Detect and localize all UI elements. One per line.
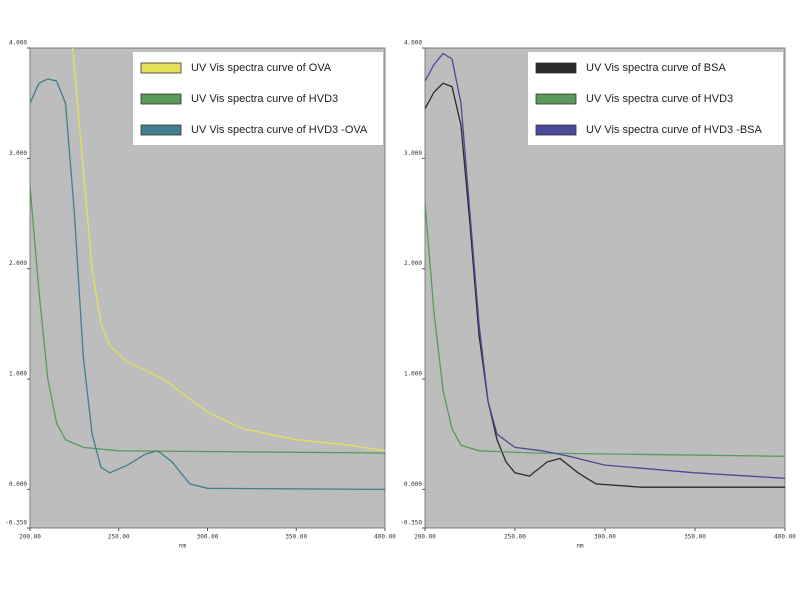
panel: -0.350 0.000 1.000 2.000 3.000 4.000 200.00 250… <box>5 40 396 550</box>
series-line <box>425 52 785 479</box>
x-tick-label: 200.00 <box>19 534 41 541</box>
y-tick-label: 1.000 <box>404 371 422 378</box>
y-tick-label: 4.000 <box>404 40 422 47</box>
y-tick-label: 1.000 <box>9 371 27 378</box>
legend-label: UV Vis spectra curve of HVD3 -OVA <box>191 124 368 136</box>
legend-swatch <box>140 124 182 136</box>
x-tick-label: 350.00 <box>285 534 307 541</box>
series-line <box>425 202 785 457</box>
y-tick-label: 4.000 <box>9 40 27 47</box>
series-line <box>71 48 385 452</box>
x-tick-label: 400.00 <box>774 534 796 541</box>
x-axis-label: nm <box>576 543 584 550</box>
legend-swatch <box>535 124 577 136</box>
x-tick-label: 300.00 <box>594 534 616 541</box>
legend-label: UV Vis spectra curve of HVD3 -BSA <box>586 124 763 136</box>
legend-swatch <box>535 62 577 74</box>
legend-swatch <box>535 93 577 105</box>
y-tick-label: -0.350 <box>400 520 422 527</box>
y-tick-label: 0.000 <box>404 481 422 488</box>
x-tick-label: 200.00 <box>414 534 436 541</box>
series-line <box>30 78 385 491</box>
y-tick-label: 2.000 <box>404 260 422 267</box>
x-tick-label: 400.00 <box>374 534 396 541</box>
x-tick-label: 250.00 <box>504 534 526 541</box>
series-group <box>425 52 785 488</box>
x-axis-label: nm <box>179 543 187 550</box>
legend-label: UV Vis spectra curve of HVD3 <box>586 93 733 105</box>
series-group <box>30 48 385 491</box>
y-tick-label: 0.000 <box>9 481 27 488</box>
series-line <box>425 82 785 488</box>
legend-swatch <box>140 93 182 105</box>
legend-swatch <box>140 62 182 74</box>
y-tick-label: 3.000 <box>9 150 27 157</box>
x-tick-label: 350.00 <box>684 534 706 541</box>
y-tick-label: 2.000 <box>9 260 27 267</box>
legend-label: UV Vis spectra curve of HVD3 <box>191 93 338 105</box>
legend-label: UV Vis spectra curve of BSA <box>586 62 726 74</box>
x-tick-label: 300.00 <box>197 534 219 541</box>
legend-label: UV Vis spectra curve of OVA <box>191 62 332 74</box>
y-tick-label: 3.000 <box>404 150 422 157</box>
y-tick-label: -0.350 <box>5 520 27 527</box>
panel: -0.350 0.000 1.000 2.000 3.000 4.000 200.00 250… <box>400 40 796 550</box>
x-tick-label: 250.00 <box>108 534 130 541</box>
series-line <box>30 185 385 454</box>
